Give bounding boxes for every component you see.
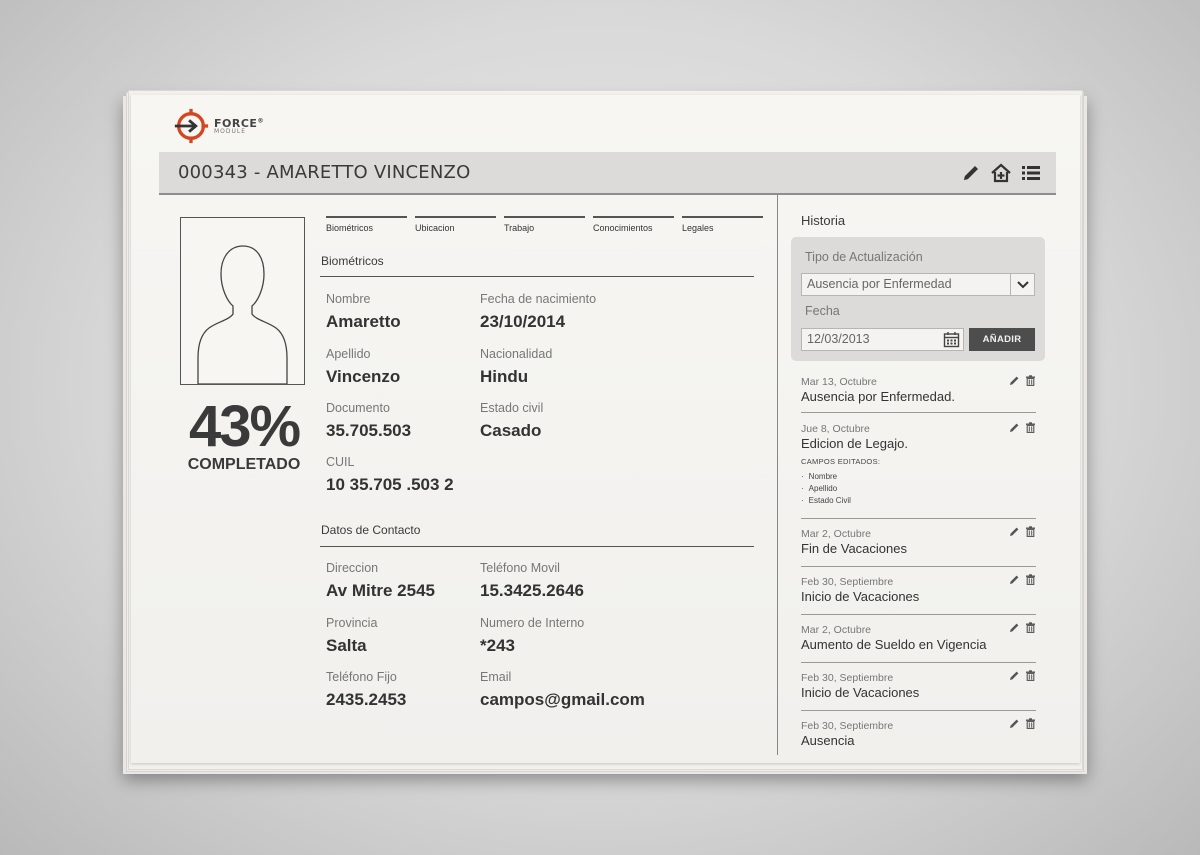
trash-icon[interactable] [1025, 526, 1036, 537]
history-title: Aumento de Sueldo en Vigencia [801, 637, 987, 652]
trash-icon[interactable] [1025, 718, 1036, 729]
completion-percent: 43% [188, 394, 301, 459]
biometricos-section-title: Biométricos [321, 254, 384, 268]
edit-icon[interactable] [1009, 526, 1020, 537]
field-provincia: Provincia Salta [326, 616, 378, 655]
profile-photo-placeholder[interactable] [180, 217, 305, 385]
edit-icon[interactable] [1009, 574, 1020, 585]
section-tabs: Biométricos Ubicacion Trabajo Conocimien… [326, 216, 763, 233]
pencil-icon[interactable] [960, 162, 982, 184]
section-divider [320, 546, 754, 547]
history-item[interactable]: Jue 8, Octubre Edicion de Legajo. CAMPOS… [801, 413, 1036, 519]
logo-name: FORCE® [214, 116, 264, 130]
fecha-input[interactable]: 12/03/2013 [801, 328, 964, 351]
history-date: Feb 30, Septiembre [801, 576, 894, 588]
history-edited-fields-label: CAMPOS EDITADOS: [801, 457, 881, 466]
chevron-down-icon[interactable] [1010, 274, 1034, 295]
edit-icon[interactable] [1009, 375, 1020, 386]
history-list: Mar 13, Octubre Ausencia por Enfermedad.… [801, 372, 1036, 759]
main-sheet: FORCE® MODULE 000343 - AMARETTO VINCENZO [131, 95, 1080, 763]
history-edited-field: Estado Civil [801, 495, 1036, 507]
calendar-icon[interactable] [943, 331, 960, 348]
history-title: Ausencia por Enfermedad. [801, 389, 955, 404]
history-date: Feb 30, Septiembre [801, 672, 894, 684]
history-item[interactable]: Mar 2, Octubre Aumento de Sueldo en Vige… [801, 615, 1036, 663]
avatar-silhouette-icon [197, 245, 288, 385]
tab-conocimientos[interactable]: Conocimientos [593, 216, 674, 233]
field-nombre: Nombre Amaretto [326, 292, 401, 331]
completion-label: COMPLETADO [187, 456, 301, 473]
history-title: Inicio de Vacaciones [801, 685, 920, 700]
history-item[interactable]: Mar 2, Octubre Fin de Vacaciones [801, 519, 1036, 567]
app-logo: FORCE® MODULE [172, 107, 264, 145]
field-email: Email campos@gmail.com [480, 670, 645, 709]
history-edited-fields: Nombre Apellido Estado Civil [801, 471, 1036, 507]
field-numero-interno: Numero de Interno *243 [480, 616, 585, 655]
tipo-label: Tipo de Actualización [805, 250, 923, 264]
record-header: 000343 - AMARETTO VINCENZO [159, 152, 1056, 195]
fecha-label: Fecha [805, 304, 840, 318]
field-direccion: Direccion Av Mitre 2545 [326, 561, 435, 600]
history-title: Edicion de Legajo. [801, 436, 908, 451]
tab-biometricos[interactable]: Biométricos [326, 216, 407, 233]
tipo-select[interactable]: Ausencia por Enfermedad [801, 273, 1035, 296]
home-add-icon[interactable] [990, 162, 1012, 184]
section-divider [320, 276, 754, 277]
history-date: Mar 2, Octubre [801, 624, 872, 636]
column-divider [777, 195, 778, 755]
field-estado-civil: Estado civil Casado [480, 401, 544, 440]
tab-ubicacion[interactable]: Ubicacion [415, 216, 496, 233]
tipo-select-value: Ausencia por Enfermedad [807, 277, 952, 291]
tab-trabajo[interactable]: Trabajo [504, 216, 585, 233]
page-title: 000343 - AMARETTO VINCENZO [178, 162, 471, 183]
history-date: Feb 30, Septiembre [801, 720, 894, 732]
historia-title: Historia [801, 213, 846, 228]
history-title: Fin de Vacaciones [801, 541, 907, 556]
history-date: Mar 2, Octubre [801, 528, 872, 540]
history-edited-field: Apellido [801, 483, 1036, 495]
history-item[interactable]: Feb 30, Septiembre Ausencia [801, 711, 1036, 759]
add-button[interactable]: AÑADIR [969, 328, 1035, 351]
field-documento: Documento 35.705.503 [326, 401, 412, 440]
field-apellido: Apellido Vincenzo [326, 347, 401, 386]
edit-icon[interactable] [1009, 422, 1020, 433]
list-icon[interactable] [1020, 162, 1042, 184]
history-item[interactable]: Mar 13, Octubre Ausencia por Enfermedad. [801, 372, 1036, 413]
fecha-value: 12/03/2013 [807, 332, 870, 346]
field-cuil: CUIL 10 35.705 .503 2 [326, 455, 454, 494]
trash-icon[interactable] [1025, 622, 1036, 633]
history-date: Jue 8, Octubre [801, 423, 870, 435]
edit-icon[interactable] [1009, 622, 1020, 633]
history-item[interactable]: Feb 30, Septiembre Inicio de Vacaciones [801, 567, 1036, 615]
history-date: Mar 13, Octubre [801, 376, 877, 388]
contacto-section-title: Datos de Contacto [321, 523, 421, 537]
history-item[interactable]: Feb 30, Septiembre Inicio de Vacaciones [801, 663, 1036, 711]
tab-legales[interactable]: Legales [682, 216, 763, 233]
logo-subtitle: MODULE [214, 127, 247, 135]
trash-icon[interactable] [1025, 375, 1036, 386]
trash-icon[interactable] [1025, 574, 1036, 585]
field-telefono-fijo: Teléfono Fijo 2435.2453 [326, 670, 407, 709]
trash-icon[interactable] [1025, 422, 1036, 433]
history-title: Ausencia [801, 733, 855, 748]
field-fecha-nacimiento: Fecha de nacimiento 23/10/2014 [480, 292, 597, 331]
trash-icon[interactable] [1025, 670, 1036, 681]
field-nacionalidad: Nacionalidad Hindu [480, 347, 553, 386]
update-form: Tipo de Actualización Ausencia por Enfer… [791, 237, 1045, 361]
logo-target-icon [174, 108, 209, 144]
history-title: Inicio de Vacaciones [801, 589, 920, 604]
field-telefono-movil: Teléfono Movil 15.3425.2646 [480, 561, 584, 600]
history-edited-field: Nombre [801, 471, 1036, 483]
edit-icon[interactable] [1009, 670, 1020, 681]
edit-icon[interactable] [1009, 718, 1020, 729]
